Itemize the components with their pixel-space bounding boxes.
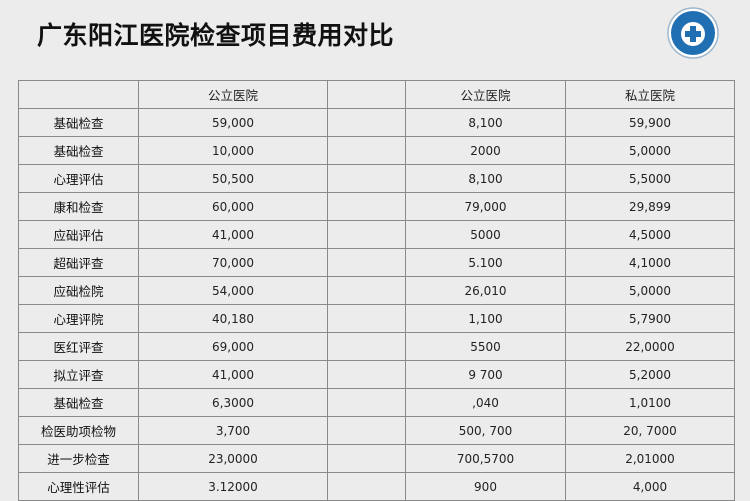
cost-cell: 2,01000: [565, 444, 735, 473]
cost-cell: [327, 108, 406, 137]
table-row: 超础评查 70,000 5.100 4,1000: [18, 248, 735, 277]
table-row: 基础检查 10,000 2000 5,0000: [18, 136, 735, 165]
item-name-cell: 超础评查: [18, 248, 139, 277]
cost-cell: [327, 136, 406, 165]
cost-cell: 22,0000: [565, 332, 735, 361]
cost-cell: 26,010: [405, 276, 566, 305]
cost-cell: 8,100: [405, 164, 566, 193]
cost-cell: 79,000: [405, 192, 566, 221]
cost-cell: [327, 416, 406, 445]
cost-cell: 4,5000: [565, 220, 735, 249]
table-row: 基础检查 59,000 8,100 59,900: [18, 108, 735, 137]
cost-cell: 900: [405, 472, 566, 501]
item-name-cell: 进一步检查: [18, 444, 139, 473]
cost-cell: 54,000: [138, 276, 328, 305]
cost-cell: [327, 192, 406, 221]
cost-cell: 5.100: [405, 248, 566, 277]
item-name-cell: 康和检查: [18, 192, 139, 221]
cost-cell: [327, 472, 406, 501]
item-name-cell: 基础检查: [18, 388, 139, 417]
cost-cell: [327, 360, 406, 389]
cost-cell: 4,000: [565, 472, 735, 501]
cost-cell: 8,100: [405, 108, 566, 137]
cost-cell: 2000: [405, 136, 566, 165]
cost-comparison-table: 公立医院 公立医院 私立医院 基础检查 59,000 8,100 59,900 基础检查…: [18, 80, 735, 501]
cost-cell: 5,0000: [565, 136, 735, 165]
header-cell: 公立医院: [138, 80, 328, 109]
header-cell: [18, 80, 139, 109]
cost-cell: 5,7900: [565, 304, 735, 333]
header-cell: 私立医院: [565, 80, 735, 109]
cost-cell: [327, 332, 406, 361]
item-name-cell: 医红评查: [18, 332, 139, 361]
cost-cell: 1,0100: [565, 388, 735, 417]
item-name-cell: 心理性评估: [18, 472, 139, 501]
cost-cell: 23,0000: [138, 444, 328, 473]
cost-cell: 5500: [405, 332, 566, 361]
item-name-cell: 基础检查: [18, 108, 139, 137]
cost-cell: 5000: [405, 220, 566, 249]
item-name-cell: 检医助项检物: [18, 416, 139, 445]
cost-cell: [327, 304, 406, 333]
cost-cell: 500, 700: [405, 416, 566, 445]
cost-cell: 50,500: [138, 164, 328, 193]
cost-cell: 69,000: [138, 332, 328, 361]
cost-cell: 59,900: [565, 108, 735, 137]
cost-cell: [327, 276, 406, 305]
cost-cell: [327, 248, 406, 277]
table-row: 检医助项检物 3,700 500, 700 20, 7000: [18, 416, 735, 445]
cost-cell: [327, 220, 406, 249]
table-row: 心理评院 40,180 1,100 5,7900: [18, 304, 735, 333]
cost-cell: 9 700: [405, 360, 566, 389]
cost-cell: [327, 444, 406, 473]
cost-cell: [327, 164, 406, 193]
cost-cell: 6,3000: [138, 388, 328, 417]
header-cell: 公立医院: [405, 80, 566, 109]
cost-cell: 5,2000: [565, 360, 735, 389]
table-row: 应础评估 41,000 5000 4,5000: [18, 220, 735, 249]
cost-cell: 5,5000: [565, 164, 735, 193]
hospital-logo-icon: [667, 7, 719, 59]
cost-cell: 3,700: [138, 416, 328, 445]
header-cell: [327, 80, 406, 109]
table-row: 拟立评查 41,000 9 700 5,2000: [18, 360, 735, 389]
cost-cell: 41,000: [138, 360, 328, 389]
cost-cell: 41,000: [138, 220, 328, 249]
table-row: 康和检查 60,000 79,000 29,899: [18, 192, 735, 221]
item-name-cell: 心理评院: [18, 304, 139, 333]
cost-cell: [327, 388, 406, 417]
item-name-cell: 心理评估: [18, 164, 139, 193]
item-name-cell: 应础评估: [18, 220, 139, 249]
cost-cell: 10,000: [138, 136, 328, 165]
item-name-cell: 拟立评查: [18, 360, 139, 389]
cost-cell: 1,100: [405, 304, 566, 333]
table-row: 基础检查 6,3000 ,040 1,0100: [18, 388, 735, 417]
cost-cell: 60,000: [138, 192, 328, 221]
cost-cell: ,040: [405, 388, 566, 417]
table-row: 进一步检查 23,0000 700,5700 2,01000: [18, 444, 735, 473]
table-row: 心理性评估 3.12000 900 4,000: [18, 472, 735, 501]
item-name-cell: 应础检院: [18, 276, 139, 305]
cost-cell: 40,180: [138, 304, 328, 333]
header-row: 公立医院 公立医院 私立医院: [18, 80, 735, 109]
cost-cell: 700,5700: [405, 444, 566, 473]
item-name-cell: 基础检查: [18, 136, 139, 165]
cost-cell: 20, 7000: [565, 416, 735, 445]
page-title: 广东阳江医院检查项目费用对比: [37, 21, 395, 50]
cost-cell: 29,899: [565, 192, 735, 221]
cost-cell: 59,000: [138, 108, 328, 137]
cost-cell: 70,000: [138, 248, 328, 277]
table-row: 应础检院 54,000 26,010 5,0000: [18, 276, 735, 305]
cost-cell: 4,1000: [565, 248, 735, 277]
table-row: 医红评查 69,000 5500 22,0000: [18, 332, 735, 361]
cost-cell: 5,0000: [565, 276, 735, 305]
cost-cell: 3.12000: [138, 472, 328, 501]
table-row: 心理评估 50,500 8,100 5,5000: [18, 164, 735, 193]
